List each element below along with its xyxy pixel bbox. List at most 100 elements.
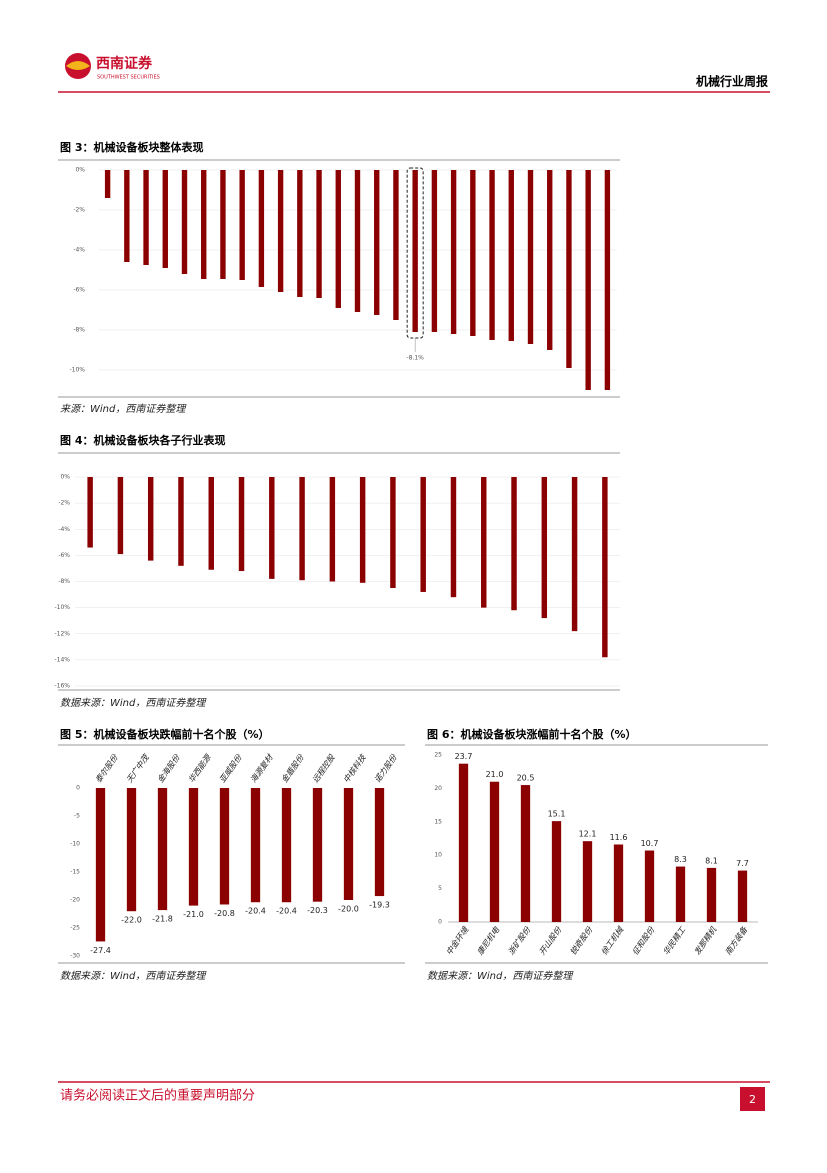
bar [201,170,207,279]
bar [147,477,154,561]
y-tick-label: -20 [70,897,80,904]
y-tick-label: -10 [70,841,80,848]
y-tick-label: -6% [58,552,70,559]
bar [602,477,608,658]
y-tick-label: -4% [73,247,85,254]
annotation: -8.1% [406,355,424,362]
bar [281,788,292,903]
category-label: 锐奇股份 [568,925,594,957]
bar [343,788,354,900]
category-label: 中核科技 [342,752,368,784]
category-label: 金盾股份 [280,752,306,784]
bar [458,763,469,922]
y-tick-label: -4% [58,526,70,533]
figure-title: 图 5：机械设备板块跌幅前十名个股（%） [60,727,270,741]
bar [489,781,500,922]
y-tick-label: -8% [58,578,70,585]
bar [258,170,265,287]
value-label: 10.7 [641,839,659,848]
bar [312,788,323,902]
figure-title: 图 3：机械设备板块整体表现 [60,140,203,154]
value-label: -19.3 [369,901,390,910]
bar [644,850,655,922]
value-label: -20.0 [338,905,359,914]
y-tick-label: -2% [58,500,70,507]
y-tick-label: 0 [438,919,442,926]
y-tick-label: 10 [434,852,442,859]
value-label: 20.5 [517,774,535,783]
value-label: -21.8 [152,915,173,924]
bar [582,841,593,922]
y-tick-label: 0% [75,167,85,174]
bar [571,477,578,632]
figure-source: 来源：Wind，西南证券整理 [60,403,187,415]
category-label: 浙矿股份 [506,925,532,957]
bar [316,170,322,298]
y-tick-label: -10% [54,604,70,611]
category-label: 徐工机械 [599,925,625,957]
category-label: 远程控股 [311,752,337,784]
bar [277,170,284,292]
bar [508,170,514,341]
figure-source: 数据来源：Wind，西南证券整理 [60,697,207,709]
bar [541,477,548,619]
value-label: 15.1 [548,810,566,819]
bar [450,477,457,598]
category-label: 开山股份 [537,925,563,957]
value-label: -21.0 [183,910,204,919]
y-tick-label: -6% [73,287,85,294]
category-label: 亚威股份 [218,752,244,784]
figure-source: 数据来源：Wind，西南证券整理 [427,970,574,982]
y-tick-label: 20 [434,785,442,792]
y-tick-label: -8% [73,327,85,334]
bar [238,477,245,572]
y-tick-label: 5 [438,885,442,892]
bar [551,821,562,922]
y-tick-label: 0 [76,785,80,792]
y-tick-label: -10% [69,367,85,374]
value-label: 12.1 [579,830,597,839]
bar [157,788,168,911]
bar [239,170,245,280]
logo: 西南证券 SOUTHWEST SECURITIES [65,53,160,81]
category-label: 征和股份 [630,925,656,957]
category-label: 天广中茂 [125,752,152,785]
bar [566,170,572,368]
value-label: 23.7 [455,752,473,761]
y-tick-label: -25 [70,925,80,932]
bar [706,867,717,922]
value-label: 11.6 [610,833,628,842]
page-box [740,1087,765,1111]
value-label: -20.3 [307,906,328,915]
bar [297,170,303,297]
bar [374,788,385,897]
value-label: -27.4 [90,946,111,955]
value-label: 8.3 [674,855,687,864]
footer-notice: 请务必阅读正文后的重要声明部分 [60,1088,255,1104]
bar [359,477,366,583]
category-label: 南方装备 [723,925,749,957]
bar [470,170,476,336]
category-label: 金海股份 [156,752,182,784]
bar [219,788,230,905]
value-label: -20.4 [245,907,266,916]
bar [604,170,611,390]
bar [520,785,531,922]
y-tick-label: -5 [74,813,80,820]
page-number: 2 [749,1093,756,1106]
bar [393,170,399,320]
bar [431,170,438,332]
bar [481,477,487,608]
bar [335,170,341,308]
bar [87,477,93,548]
bar [547,170,553,350]
logo-en: SOUTHWEST SECURITIES [97,75,160,81]
value-label: 8.1 [705,856,718,865]
y-tick-label: -16% [54,683,70,690]
category-label: 华民精工 [661,925,687,957]
bar [143,170,149,265]
category-label: 诺力股份 [373,752,399,784]
bar [299,477,305,581]
bar [511,477,517,611]
